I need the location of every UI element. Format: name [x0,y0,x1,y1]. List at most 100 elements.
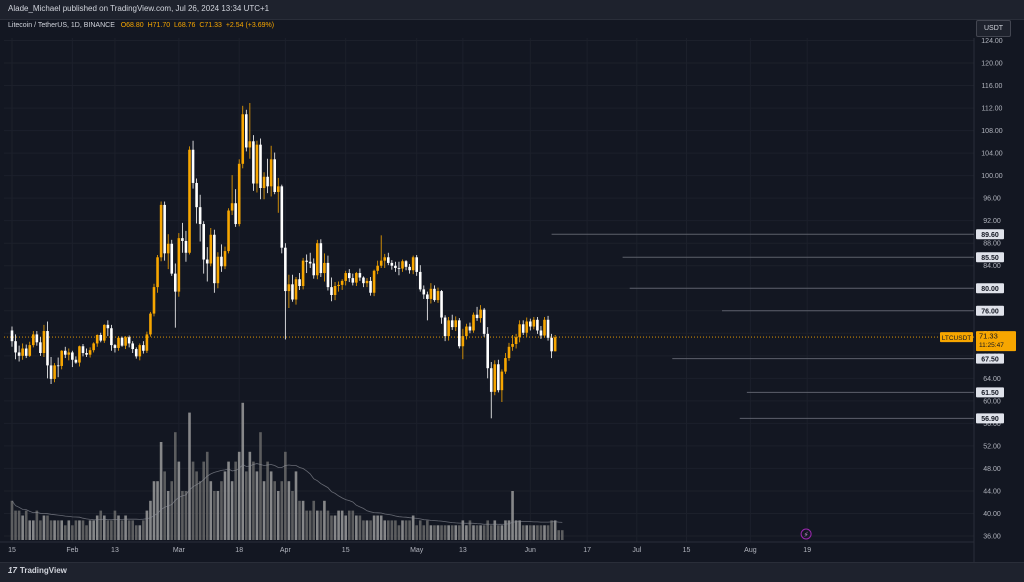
candle-body [124,337,127,346]
candle-body [383,257,387,261]
candle-body [202,224,205,260]
candle-body [152,287,156,314]
candle-body [298,279,301,286]
volume-bar [60,520,63,540]
volume-bar [95,515,99,540]
candle-body [415,257,418,272]
candle-body [507,346,511,359]
y-tick-label: 116.00 [982,83,1003,90]
candle-body [553,337,557,352]
candle-body [546,319,550,338]
tradingview-brand: TradingView [19,566,67,575]
candle-body [387,257,390,263]
volume-bar [202,461,205,540]
x-tick-label: May [410,547,424,554]
low-value: L68.76 [174,22,196,29]
volume-bar [447,525,450,540]
candle-body [312,263,316,276]
volume-bar [49,520,53,540]
volume-bar [355,515,358,540]
volume-bar [248,451,252,540]
volume-bar [145,510,149,540]
y-tick-label: 64.00 [983,376,1001,383]
volume-bar [489,525,493,540]
volume-bar [500,525,504,540]
volume-bar [394,520,397,540]
volume-bar [152,481,156,540]
candle-body [539,330,543,336]
lightning-icon[interactable] [800,528,812,540]
volume-bar [323,500,326,540]
symbol-description[interactable]: Litecoin / TetherUS, 1D, BINANCE [8,22,115,29]
volume-bar [387,520,390,540]
volume-bar [411,515,415,540]
x-tick-label: Jun [525,547,536,554]
price-chart[interactable]: 124.00 120.00 116.00 112.00 108.00 104.00 100.… [0,0,1024,562]
candle-body [117,337,120,348]
volume-bar [347,510,351,540]
candle-body [78,346,81,363]
candle-body [461,336,465,347]
volume-bar [131,520,134,540]
candle-body [489,368,493,392]
candle-body [209,234,213,264]
volume-bar [379,515,383,540]
volume-bar [333,515,337,540]
volume-bar [170,481,174,540]
candle-body [95,334,99,344]
level-label: 80.00 [981,286,999,293]
candle-body [181,238,184,241]
candle-body [248,141,252,148]
volume-bar [209,481,213,540]
volume-bar [351,510,355,540]
volume-bar [184,491,188,540]
volume-bar [134,525,138,540]
candle-body [525,321,529,333]
close-value: C71.33 [199,22,222,29]
volume-bar [557,530,560,540]
candle-body [411,257,415,271]
candle-body [127,337,131,344]
candle-body [333,285,337,296]
candle-body [472,314,475,331]
tv-logo-icon: 17 [8,566,17,575]
candle-body [188,149,191,253]
volume-bar [415,525,418,540]
price-badge [976,331,1016,352]
symbol-badge-label: LTCUSDT [942,335,972,342]
candle-body [340,280,344,285]
candle-body [269,159,273,187]
volume-bar [560,530,564,540]
candle-body [134,349,138,357]
volume-bar [124,515,127,540]
volume-bar [127,520,131,540]
candle-body [234,203,237,225]
volume-bar [276,491,280,540]
volume-bar [543,525,546,540]
candle-body [17,352,21,356]
level-label: 67.50 [981,356,999,363]
candle-body [404,261,408,267]
volume-bar [262,481,266,540]
volume-bar [56,520,60,540]
volume-bar [514,520,518,540]
y-tick-label: 48.00 [983,466,1001,473]
candle-body [46,331,49,366]
y-tick-label: 120.00 [981,61,1003,68]
candle-body [120,337,124,346]
volume-bar [397,525,401,540]
candle-body [493,364,497,392]
y-tick-label: 108.00 [981,128,1003,135]
volume-bar [241,402,245,540]
volume-bar [177,461,181,540]
candle-body [259,144,262,189]
candle-body [422,289,426,295]
volume-bar [316,510,319,540]
volume-bar [461,520,465,540]
candle-body [401,261,404,269]
tradingview-logo[interactable]: 17 TradingView [8,566,67,575]
candle-body [10,330,14,342]
currency-button[interactable]: USDT [976,20,1011,37]
y-tick-label: 52.00 [983,443,1001,450]
volume-bar [408,520,411,540]
